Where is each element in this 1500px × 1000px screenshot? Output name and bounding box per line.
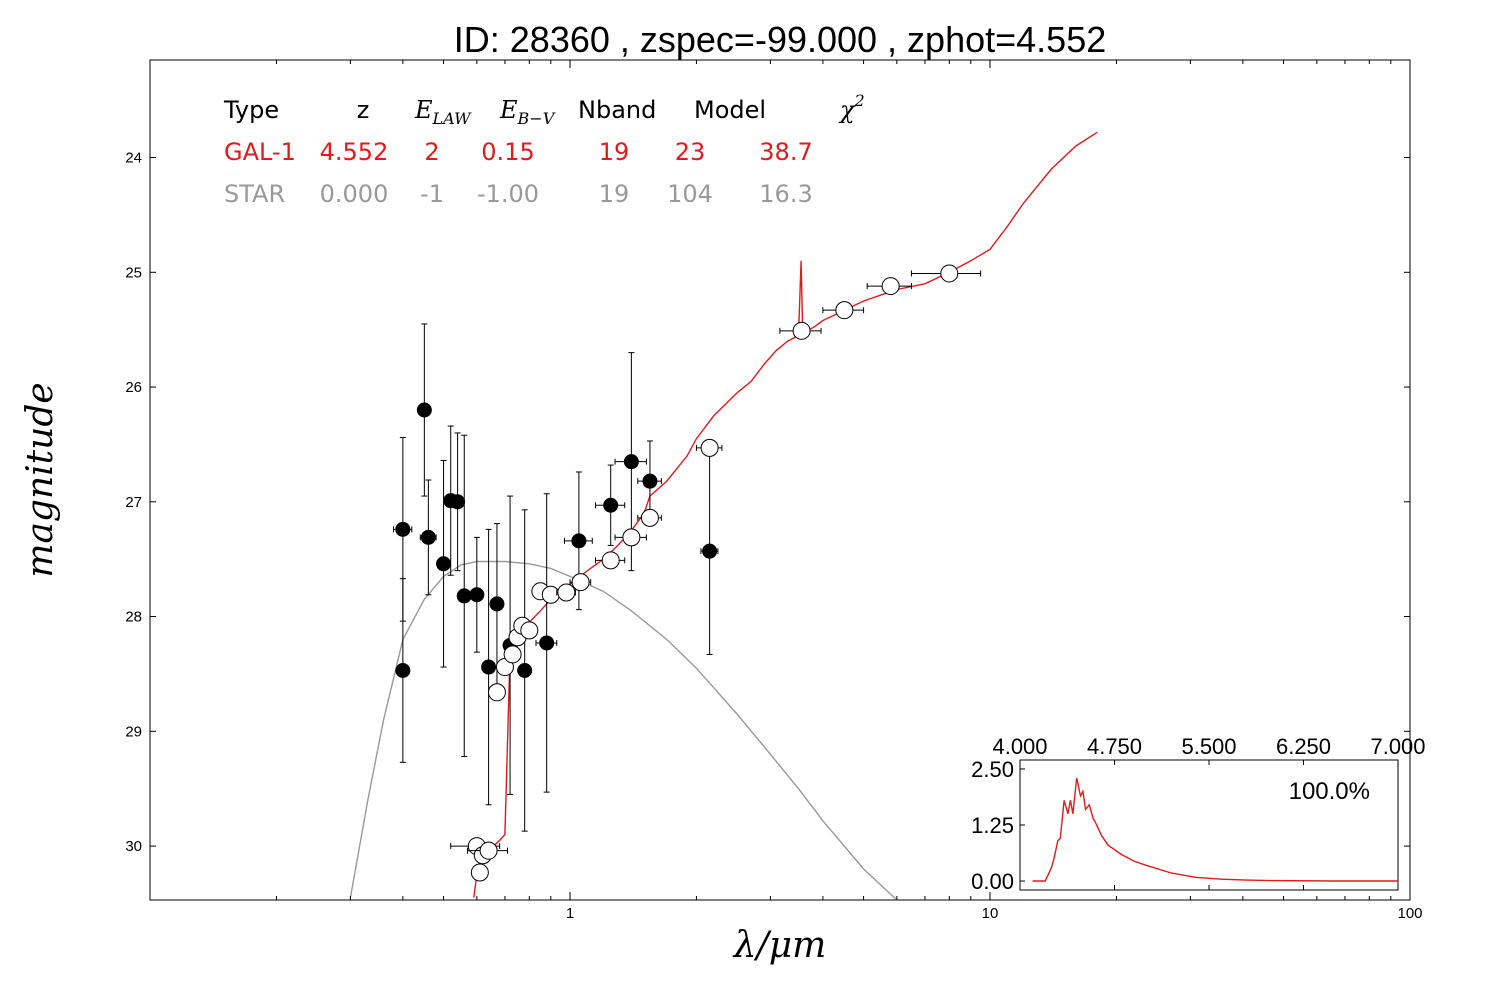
fit-row-gal-1-cell: GAL-1	[224, 138, 296, 166]
data-point-filled	[456, 588, 472, 604]
data-point-open	[622, 528, 641, 547]
inset-y-tick-label: 1.25	[971, 813, 1014, 838]
chart-title: ID: 28360 , zspec=-99.000 , zphot=4.552	[454, 19, 1106, 60]
x-tick-label: 100	[1397, 905, 1422, 922]
data-point-filled	[642, 473, 658, 489]
data-point-open	[520, 621, 539, 640]
inset-annotation: 100.0%	[1289, 778, 1370, 805]
series-line-gal-1	[473, 131, 1098, 898]
inset-layer: 4.000 4.750 5.500 6.250 7.000 2.50 1.25 0.00	[971, 734, 1425, 894]
plot-frame	[149, 59, 1411, 901]
fit-header-chi2: χ2	[838, 91, 865, 124]
data-point-filled	[450, 494, 466, 510]
data-point-open	[700, 438, 719, 457]
data-point-filled	[517, 662, 533, 678]
data-point-filled	[395, 662, 411, 678]
fit-row-star-cell: -1.00	[477, 180, 539, 208]
fit-header-model: Model	[694, 96, 766, 124]
y-tick-label: 29	[125, 723, 142, 740]
data-point-open	[487, 683, 506, 702]
data-point-filled	[489, 596, 505, 612]
pdz-inset: 100.0% 4.000 4.750 5.500 6.250 7.000 2.50 1.25…	[971, 734, 1425, 894]
data-point-filled	[469, 587, 485, 603]
y-tick-label: 30	[125, 838, 142, 855]
inset-x-tick-label: 6.250	[1276, 734, 1331, 759]
inset-x-tick-label: 4.000	[992, 734, 1047, 759]
data-point-filled	[702, 543, 718, 559]
inset-x-tick-label: 4.750	[1087, 734, 1142, 759]
data-point-filled	[420, 529, 436, 545]
data-point-filled	[416, 402, 432, 418]
data-point-open	[940, 264, 959, 283]
points-layer	[393, 264, 982, 882]
fit-row-star-cell: 16.3	[759, 180, 812, 208]
fit-rows: GAL-1 4.552 2 0.15 19 23 38.7 STAR 0.000 -1 -1.00 1…	[224, 138, 813, 208]
data-point-open	[881, 277, 900, 296]
fit-header-ebv: EB−V	[499, 96, 556, 128]
fit-header-elaw: ELAW	[414, 96, 472, 128]
inset-x-tick-label: 5.500	[1181, 734, 1236, 759]
x-axis-label: λ/μm	[732, 925, 826, 966]
fit-row-gal-1-cell: 0.15	[481, 138, 534, 166]
ticks-layer: 24 25 26 27 28 29 30 1 10 100	[125, 60, 1423, 922]
fit-header-z: z	[357, 96, 370, 124]
data-point-filled	[603, 497, 619, 513]
inset-y-tick-label: 2.50	[971, 757, 1014, 782]
inset-y-tick-label: 0.00	[971, 869, 1014, 894]
fit-row-star-cell: STAR	[224, 180, 285, 208]
fit-row-gal-1-cell: 38.7	[759, 138, 812, 166]
y-tick-label: 26	[125, 379, 142, 396]
fit-row-star-cell: 104	[667, 180, 713, 208]
fit-row-star-cell: -1	[420, 180, 444, 208]
fit-row-gal-1-cell: 4.552	[320, 138, 389, 166]
y-axis-label: magnitude	[20, 382, 61, 577]
fit-table: Type z ELAW EB−V Nband Model χ2 GAL-1 4.5…	[223, 91, 865, 208]
y-tick-label: 25	[125, 264, 142, 281]
fit-row-star-cell: 0.000	[320, 180, 389, 208]
series-layer	[349, 131, 1098, 901]
data-point-open	[835, 301, 854, 320]
data-point-open	[503, 645, 522, 664]
inset-pdz-line	[1032, 777, 1398, 882]
data-point-filled	[436, 556, 452, 572]
inset-x-tick-label: 7.000	[1370, 734, 1425, 759]
series-line-star	[349, 560, 898, 901]
data-point-filled	[539, 635, 555, 651]
fit-row-gal-1-cell: 23	[675, 138, 706, 166]
data-point-open	[557, 583, 576, 602]
data-point-filled	[395, 521, 411, 537]
y-tick-label: 27	[125, 494, 142, 511]
fit-row-gal-1-cell: 2	[424, 138, 439, 166]
x-tick-label: 10	[982, 905, 999, 922]
fit-row-gal-1-cell: 19	[599, 138, 630, 166]
data-point-open	[601, 551, 620, 570]
x-tick-label: 1	[566, 905, 574, 922]
fit-header-nband: Nband	[578, 96, 656, 124]
inset-frame	[1019, 759, 1399, 891]
y-tick-label: 24	[125, 150, 142, 167]
data-point-filled	[481, 659, 497, 675]
fit-row-star-cell: 19	[599, 180, 630, 208]
data-point-open	[640, 508, 659, 527]
data-point-open	[571, 573, 590, 592]
data-point-open	[479, 841, 498, 860]
data-point-filled	[623, 454, 639, 470]
data-point-open	[792, 321, 811, 340]
y-tick-label: 28	[125, 609, 142, 626]
data-point-filled	[571, 533, 587, 549]
data-point-open	[470, 863, 489, 882]
fit-header-type: Type	[223, 96, 279, 124]
